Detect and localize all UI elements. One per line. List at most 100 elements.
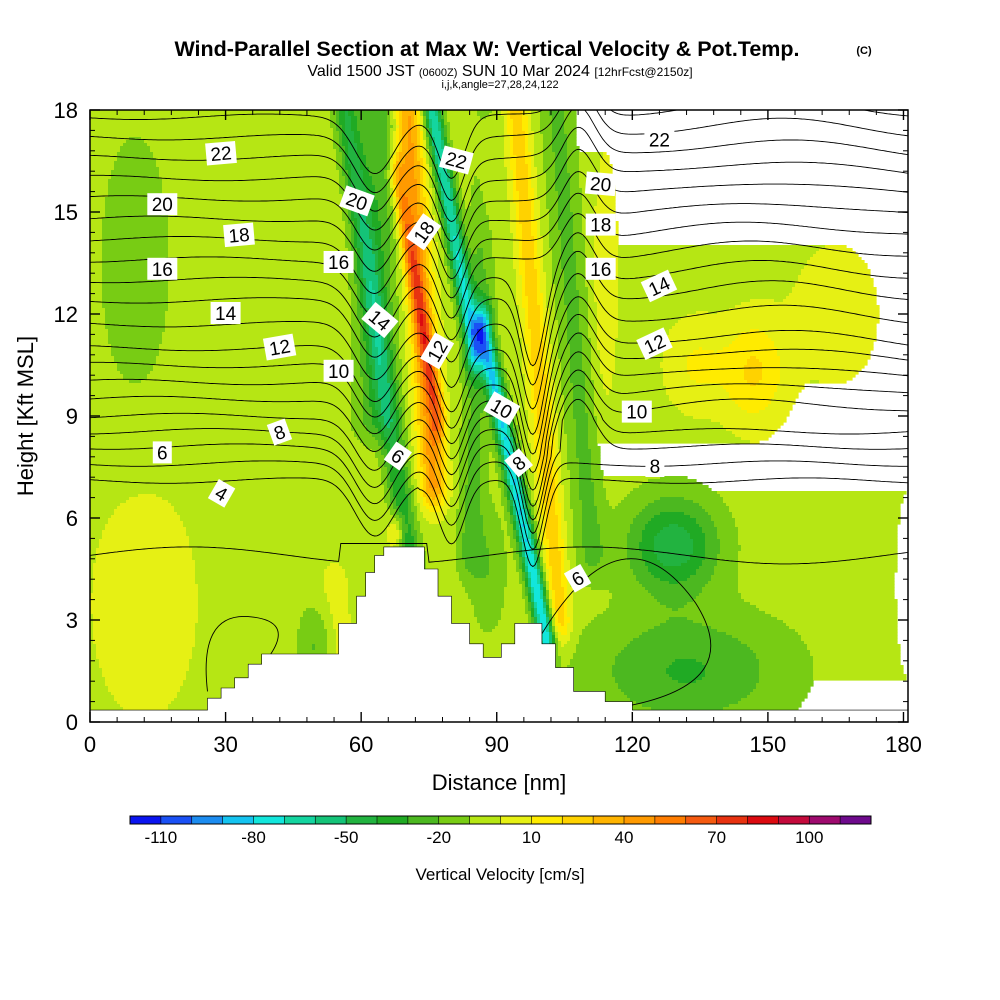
contour-label: 12 bbox=[262, 333, 297, 361]
y-tick-label: 9 bbox=[66, 404, 78, 429]
colorbar-swatch bbox=[346, 816, 378, 824]
colorbar-swatch bbox=[284, 816, 316, 824]
x-axis: 0 30 60 90 120 150 180 bbox=[84, 110, 922, 757]
contour-label-text: 16 bbox=[152, 260, 173, 281]
theta-contour-16 bbox=[90, 213, 908, 319]
theta-contour-6 bbox=[90, 398, 908, 534]
theta-contour-20 bbox=[90, 126, 908, 242]
contour-label-text: 12 bbox=[268, 336, 292, 360]
colorbar-swatch bbox=[377, 816, 409, 824]
colorbar-swatch bbox=[160, 816, 193, 824]
contour-label-text: 16 bbox=[328, 253, 349, 274]
contour-label: 16 bbox=[147, 257, 178, 281]
contour-label: 8 bbox=[645, 455, 665, 478]
theta-contour-12 bbox=[90, 296, 908, 435]
colorbar-swatch bbox=[809, 816, 841, 824]
colorbar-swatch bbox=[562, 816, 594, 824]
colorbar-swatch bbox=[222, 816, 254, 824]
copyright-mark: (C) bbox=[856, 45, 872, 57]
contour-label: 20 bbox=[339, 185, 375, 217]
theta-contour-22 bbox=[90, 110, 908, 201]
contour-label: 4 bbox=[207, 479, 236, 508]
plot-area: 2220181614121086420161462218121086222018… bbox=[90, 110, 908, 722]
x-tick-label: 30 bbox=[213, 732, 237, 757]
x-tick-label: 180 bbox=[885, 732, 922, 757]
chart-title: Wind-Parallel Section at Max W: Vertical… bbox=[174, 37, 799, 61]
colorbar-tick-label: 10 bbox=[522, 828, 541, 847]
y-axis-label: Height [Kft MSL] bbox=[13, 336, 38, 496]
contour-label-text: 10 bbox=[328, 362, 349, 383]
colorbar-tick-label: 70 bbox=[707, 828, 726, 847]
contour-label-text: 14 bbox=[215, 304, 237, 325]
contour-label-text: 18 bbox=[590, 216, 611, 237]
theta-contour-19 bbox=[90, 148, 908, 261]
contour-label: 10 bbox=[621, 400, 652, 424]
theta-contour-18 bbox=[90, 171, 908, 280]
contour-label-text: 6 bbox=[157, 443, 168, 464]
contour-label: 8 bbox=[266, 418, 293, 446]
contour-label: 8 bbox=[504, 448, 534, 478]
colorbar-swatch bbox=[500, 816, 532, 824]
contour-label-text: 22 bbox=[210, 143, 233, 166]
colorbar-swatch bbox=[191, 816, 224, 824]
contour-label-text: 20 bbox=[589, 174, 612, 197]
colorbar-swatch bbox=[253, 816, 285, 824]
colorbar-swatch bbox=[315, 816, 347, 824]
colorbar-swatch bbox=[407, 816, 440, 824]
theta-contour-13 bbox=[90, 273, 908, 410]
contour-label: 6 bbox=[152, 441, 172, 464]
colorbar-swatch bbox=[840, 816, 872, 824]
theta-contour-11 bbox=[90, 313, 908, 455]
y-tick-label: 6 bbox=[66, 506, 78, 531]
contour-label-text: 10 bbox=[626, 403, 647, 424]
colorbar-tick-label: -80 bbox=[241, 828, 266, 847]
colorbar-swatch bbox=[747, 816, 779, 824]
theta-contour-4 bbox=[90, 477, 908, 568]
y-axis: 0 3 6 9 12 15 18 bbox=[54, 98, 908, 735]
colorbar-swatch bbox=[438, 816, 471, 824]
contour-label: 18 bbox=[585, 213, 616, 237]
contour-label: 14 bbox=[210, 302, 241, 325]
contour-label: 18 bbox=[223, 222, 255, 248]
colorbar: -110 -80 -50 -20 10 40 70 100 bbox=[129, 815, 872, 847]
contour-label: 16 bbox=[585, 257, 616, 281]
theta-contour-14 bbox=[90, 250, 908, 386]
contour-label-text: 22 bbox=[649, 131, 670, 152]
x-axis-label: Distance [nm] bbox=[432, 770, 567, 795]
contour-label: 16 bbox=[323, 251, 354, 274]
theta-contour-23 bbox=[90, 110, 908, 179]
chart-subtitle: Valid 1500 JST (0600Z) SUN 10 Mar 2024 [… bbox=[307, 63, 692, 80]
colorbar-swatch bbox=[778, 816, 810, 824]
y-tick-label: 12 bbox=[54, 302, 78, 327]
contour-label-text: 20 bbox=[152, 195, 173, 216]
y-tick-label: 3 bbox=[66, 608, 78, 633]
contour-label: 6 bbox=[563, 564, 592, 593]
colorbar-swatch bbox=[654, 816, 687, 824]
section-info: i,j,k,angle=27,28,24,122 bbox=[441, 79, 558, 91]
x-tick-label: 90 bbox=[484, 732, 508, 757]
colorbar-swatch bbox=[531, 816, 563, 824]
colorbar-swatch bbox=[685, 816, 718, 824]
colorbar-tick-label: 100 bbox=[795, 828, 823, 847]
x-tick-label: 60 bbox=[349, 732, 373, 757]
contour-label-text: 8 bbox=[650, 457, 661, 478]
theta-contour-closed bbox=[205, 616, 279, 692]
y-tick-label: 15 bbox=[54, 200, 78, 225]
theta-contour-10 bbox=[90, 332, 908, 474]
valid-date: SUN 10 Mar 2024 bbox=[462, 63, 590, 80]
theta-contour-5 bbox=[90, 460, 908, 550]
contour-label: 22 bbox=[205, 140, 237, 166]
colorbar-tick-label: 40 bbox=[615, 828, 634, 847]
colorbar-swatch bbox=[469, 816, 501, 824]
contour-label: 20 bbox=[147, 193, 178, 216]
contour-label-text: 16 bbox=[590, 260, 611, 281]
contour-label: 20 bbox=[584, 171, 617, 197]
y-tick-label: 18 bbox=[54, 98, 78, 123]
colorbar-swatch bbox=[624, 816, 656, 824]
colorbar-swatch bbox=[716, 816, 748, 824]
colorbar-label: Vertical Velocity [cm/s] bbox=[415, 865, 584, 884]
terrain bbox=[90, 546, 908, 722]
colorbar-tick-label: -110 bbox=[144, 828, 177, 847]
contour-label: 22 bbox=[644, 128, 675, 152]
